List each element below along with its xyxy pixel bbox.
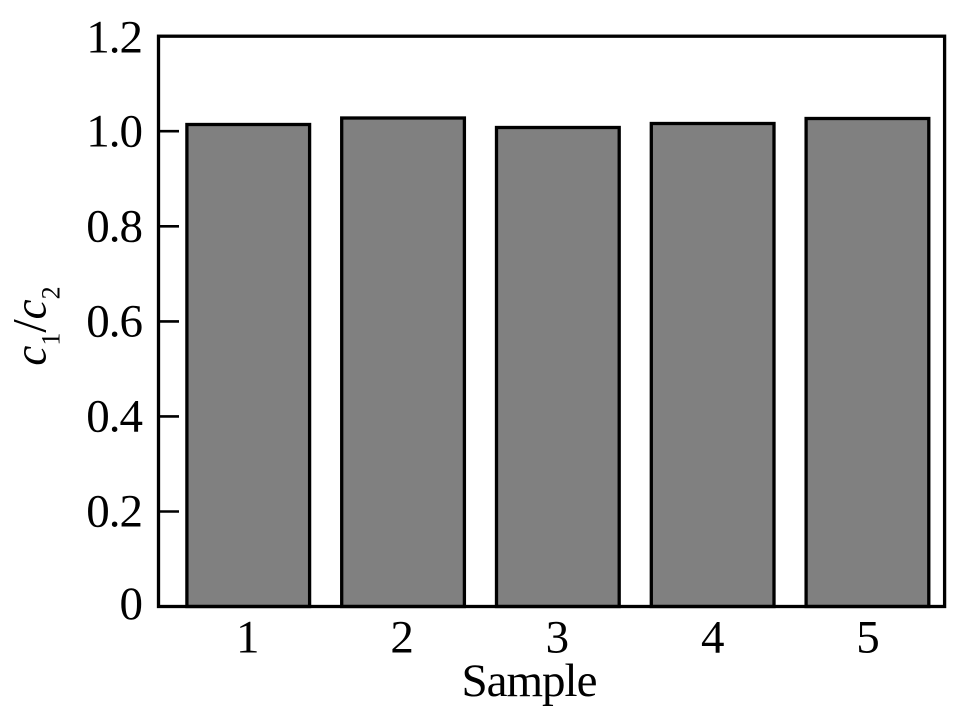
svg-text:0: 0 xyxy=(120,578,143,630)
svg-text:c1/c2: c1/c2 xyxy=(4,286,66,365)
svg-text:5: 5 xyxy=(856,612,880,664)
svg-text:4: 4 xyxy=(701,612,725,664)
svg-text:1: 1 xyxy=(236,612,260,664)
svg-text:2: 2 xyxy=(390,612,414,664)
svg-text:1.0: 1.0 xyxy=(86,105,142,157)
svg-text:0.8: 0.8 xyxy=(86,201,142,253)
svg-text:Sample: Sample xyxy=(462,655,597,707)
svg-text:0.6: 0.6 xyxy=(86,296,142,348)
svg-text:0.2: 0.2 xyxy=(86,486,142,538)
svg-text:3: 3 xyxy=(546,612,570,664)
svg-text:0.4: 0.4 xyxy=(86,391,142,443)
svg-text:1.2: 1.2 xyxy=(86,11,142,63)
